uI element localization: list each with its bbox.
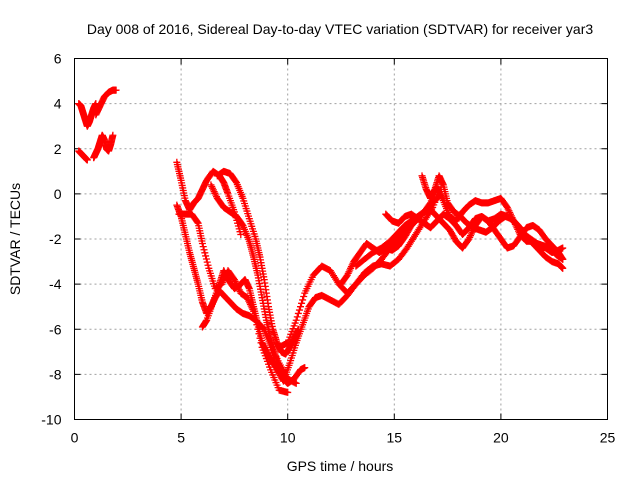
y-tick-label: -2: [49, 231, 62, 247]
x-tick-label: 0: [71, 430, 79, 446]
data-point-marker: [284, 388, 292, 396]
data-point-marker: [232, 177, 240, 185]
data-point-marker: [301, 364, 309, 372]
x-tick-label: 10: [280, 430, 296, 446]
data-point-marker: [203, 258, 211, 266]
series-arc12: [275, 183, 445, 351]
data-point-marker: [83, 156, 91, 164]
y-tick-label: -6: [49, 321, 62, 337]
x-tick-label: 25: [600, 430, 616, 446]
data-point-marker: [292, 316, 300, 324]
data-point-marker: [294, 309, 302, 317]
data-point-marker: [293, 313, 301, 321]
data-point-marker: [237, 230, 245, 238]
y-tick-label: 4: [54, 96, 62, 112]
data-point-marker: [292, 379, 300, 387]
data-point-marker: [112, 86, 120, 94]
series-arc10: [213, 167, 302, 358]
data-point-marker: [109, 131, 117, 139]
x-axis-title: GPS time / hours: [287, 458, 394, 474]
x-tick-label: 15: [387, 430, 403, 446]
series-arc8: [198, 267, 287, 378]
series-arc2: [92, 86, 120, 119]
data-point-marker: [559, 264, 567, 272]
data-point-marker: [204, 261, 212, 269]
data-point-marker: [200, 246, 208, 254]
data-point-marker: [193, 218, 201, 226]
data-point-marker: [238, 220, 246, 228]
series-arc16: [418, 172, 567, 263]
x-tick-label: 20: [493, 430, 509, 446]
data-point-marker: [300, 293, 308, 301]
series-arc3: [75, 147, 91, 164]
y-tick-label: -10: [41, 412, 61, 428]
y-tick-label: 2: [54, 141, 62, 157]
data-point-marker: [559, 244, 567, 252]
data-point-marker: [426, 200, 434, 208]
series-arc1: [75, 100, 100, 130]
y-tick-labels: -10 -8 -6 -4 -2 0 2 4 6: [41, 51, 61, 428]
data-point-marker: [201, 249, 209, 257]
series-arc9: [207, 181, 309, 387]
data-point-marker: [202, 255, 210, 263]
series-arc11: [267, 190, 445, 385]
series-arc13: [337, 210, 567, 288]
data-points: [75, 86, 567, 396]
y-axis-title: SDTVAR / TECUs: [7, 183, 23, 295]
y-tick-label: -8: [49, 366, 62, 382]
y-tick-label: 0: [54, 186, 62, 202]
data-point-marker: [298, 299, 306, 307]
series-arc4: [90, 131, 117, 162]
y-tick-label: 6: [54, 51, 62, 67]
x-tick-labels: 0 5 10 15 20 25: [71, 430, 616, 446]
y-tick-label: -4: [49, 276, 62, 292]
data-point-marker: [299, 296, 307, 304]
data-point-marker: [295, 306, 303, 314]
series-arc15: [382, 183, 567, 257]
plot-frame: [74, 58, 608, 420]
data-point-marker: [202, 252, 210, 260]
data-point-marker: [296, 303, 304, 311]
x-tick-label: 5: [177, 430, 185, 446]
data-point-marker: [198, 240, 206, 248]
data-point-marker: [559, 255, 567, 263]
data-point-marker: [199, 243, 207, 251]
chart-title: Day 008 of 2016, Sidereal Day-to-day VTE…: [87, 21, 593, 37]
